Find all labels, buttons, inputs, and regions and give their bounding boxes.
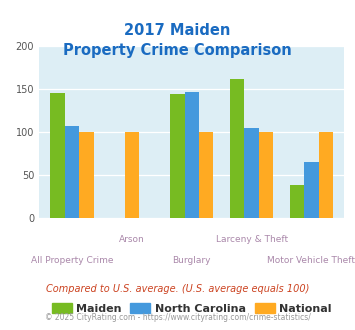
Text: Burglary: Burglary — [173, 255, 211, 265]
Bar — [230, 79, 244, 218]
Bar — [79, 132, 93, 218]
Text: 2017 Maiden: 2017 Maiden — [124, 23, 231, 38]
Bar — [290, 185, 304, 218]
Text: All Property Crime: All Property Crime — [31, 255, 113, 265]
Bar — [244, 128, 259, 218]
Text: Arson: Arson — [119, 235, 145, 244]
Text: Larceny & Theft: Larceny & Theft — [215, 235, 288, 244]
Bar — [185, 92, 199, 218]
Text: Property Crime Comparison: Property Crime Comparison — [63, 43, 292, 58]
Bar — [50, 92, 65, 218]
Bar — [318, 132, 333, 218]
Text: Motor Vehicle Theft: Motor Vehicle Theft — [267, 255, 355, 265]
Bar — [125, 132, 139, 218]
Legend: Maiden, North Carolina, National: Maiden, North Carolina, National — [47, 299, 336, 318]
Bar — [259, 132, 273, 218]
Text: © 2025 CityRating.com - https://www.cityrating.com/crime-statistics/: © 2025 CityRating.com - https://www.city… — [45, 313, 310, 322]
Bar — [65, 126, 79, 218]
Bar — [199, 132, 213, 218]
Bar — [304, 162, 318, 218]
Bar — [170, 94, 185, 218]
Text: Compared to U.S. average. (U.S. average equals 100): Compared to U.S. average. (U.S. average … — [46, 284, 309, 294]
